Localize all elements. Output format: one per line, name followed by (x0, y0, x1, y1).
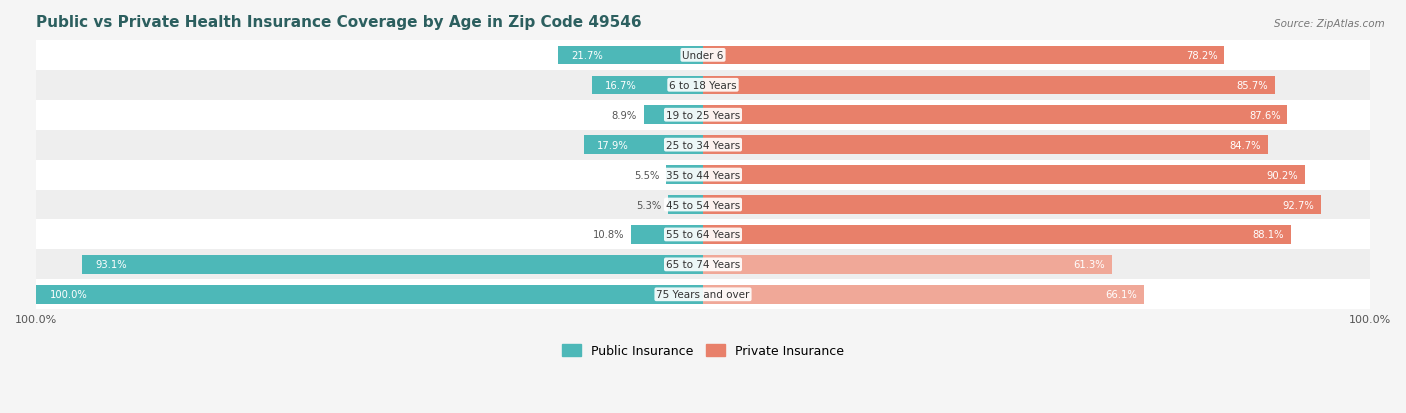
FancyBboxPatch shape (37, 41, 1369, 71)
Text: 66.1%: 66.1% (1105, 290, 1137, 299)
FancyBboxPatch shape (592, 76, 703, 95)
FancyBboxPatch shape (37, 250, 1369, 280)
FancyBboxPatch shape (644, 106, 703, 125)
Text: 88.1%: 88.1% (1253, 230, 1284, 240)
Text: 10.8%: 10.8% (593, 230, 624, 240)
FancyBboxPatch shape (703, 196, 1322, 214)
FancyBboxPatch shape (703, 166, 1305, 185)
FancyBboxPatch shape (703, 285, 1144, 304)
Text: 87.6%: 87.6% (1249, 110, 1281, 121)
Text: 16.7%: 16.7% (605, 81, 637, 90)
Text: Public vs Private Health Insurance Coverage by Age in Zip Code 49546: Public vs Private Health Insurance Cover… (37, 15, 641, 30)
Text: 93.1%: 93.1% (96, 260, 127, 270)
Text: 75 Years and over: 75 Years and over (657, 290, 749, 299)
Text: 35 to 44 Years: 35 to 44 Years (666, 170, 740, 180)
Text: 84.7%: 84.7% (1230, 140, 1261, 150)
FancyBboxPatch shape (703, 76, 1274, 95)
FancyBboxPatch shape (37, 280, 1369, 309)
FancyBboxPatch shape (37, 220, 1369, 250)
Text: 55 to 64 Years: 55 to 64 Years (666, 230, 740, 240)
Text: 85.7%: 85.7% (1236, 81, 1268, 90)
Text: 92.7%: 92.7% (1282, 200, 1315, 210)
FancyBboxPatch shape (703, 225, 1291, 244)
Legend: Public Insurance, Private Insurance: Public Insurance, Private Insurance (557, 339, 849, 363)
FancyBboxPatch shape (666, 166, 703, 185)
Text: 45 to 54 Years: 45 to 54 Years (666, 200, 740, 210)
FancyBboxPatch shape (558, 47, 703, 65)
Text: 8.9%: 8.9% (612, 110, 637, 121)
Text: 78.2%: 78.2% (1187, 51, 1218, 61)
Text: 100.0%: 100.0% (49, 290, 87, 299)
FancyBboxPatch shape (37, 160, 1369, 190)
FancyBboxPatch shape (37, 100, 1369, 131)
Text: 6 to 18 Years: 6 to 18 Years (669, 81, 737, 90)
Text: 61.3%: 61.3% (1074, 260, 1105, 270)
FancyBboxPatch shape (82, 256, 703, 274)
FancyBboxPatch shape (37, 285, 703, 304)
Text: 90.2%: 90.2% (1267, 170, 1298, 180)
FancyBboxPatch shape (703, 47, 1225, 65)
Text: 25 to 34 Years: 25 to 34 Years (666, 140, 740, 150)
FancyBboxPatch shape (703, 106, 1286, 125)
FancyBboxPatch shape (37, 131, 1369, 160)
FancyBboxPatch shape (37, 190, 1369, 220)
FancyBboxPatch shape (668, 196, 703, 214)
FancyBboxPatch shape (583, 136, 703, 154)
FancyBboxPatch shape (703, 256, 1112, 274)
Text: 65 to 74 Years: 65 to 74 Years (666, 260, 740, 270)
Text: 17.9%: 17.9% (598, 140, 628, 150)
Text: 5.3%: 5.3% (636, 200, 661, 210)
FancyBboxPatch shape (37, 71, 1369, 100)
Text: 19 to 25 Years: 19 to 25 Years (666, 110, 740, 121)
FancyBboxPatch shape (631, 225, 703, 244)
Text: 5.5%: 5.5% (634, 170, 659, 180)
FancyBboxPatch shape (703, 136, 1268, 154)
Text: Source: ZipAtlas.com: Source: ZipAtlas.com (1274, 19, 1385, 28)
Text: Under 6: Under 6 (682, 51, 724, 61)
Text: 21.7%: 21.7% (572, 51, 603, 61)
